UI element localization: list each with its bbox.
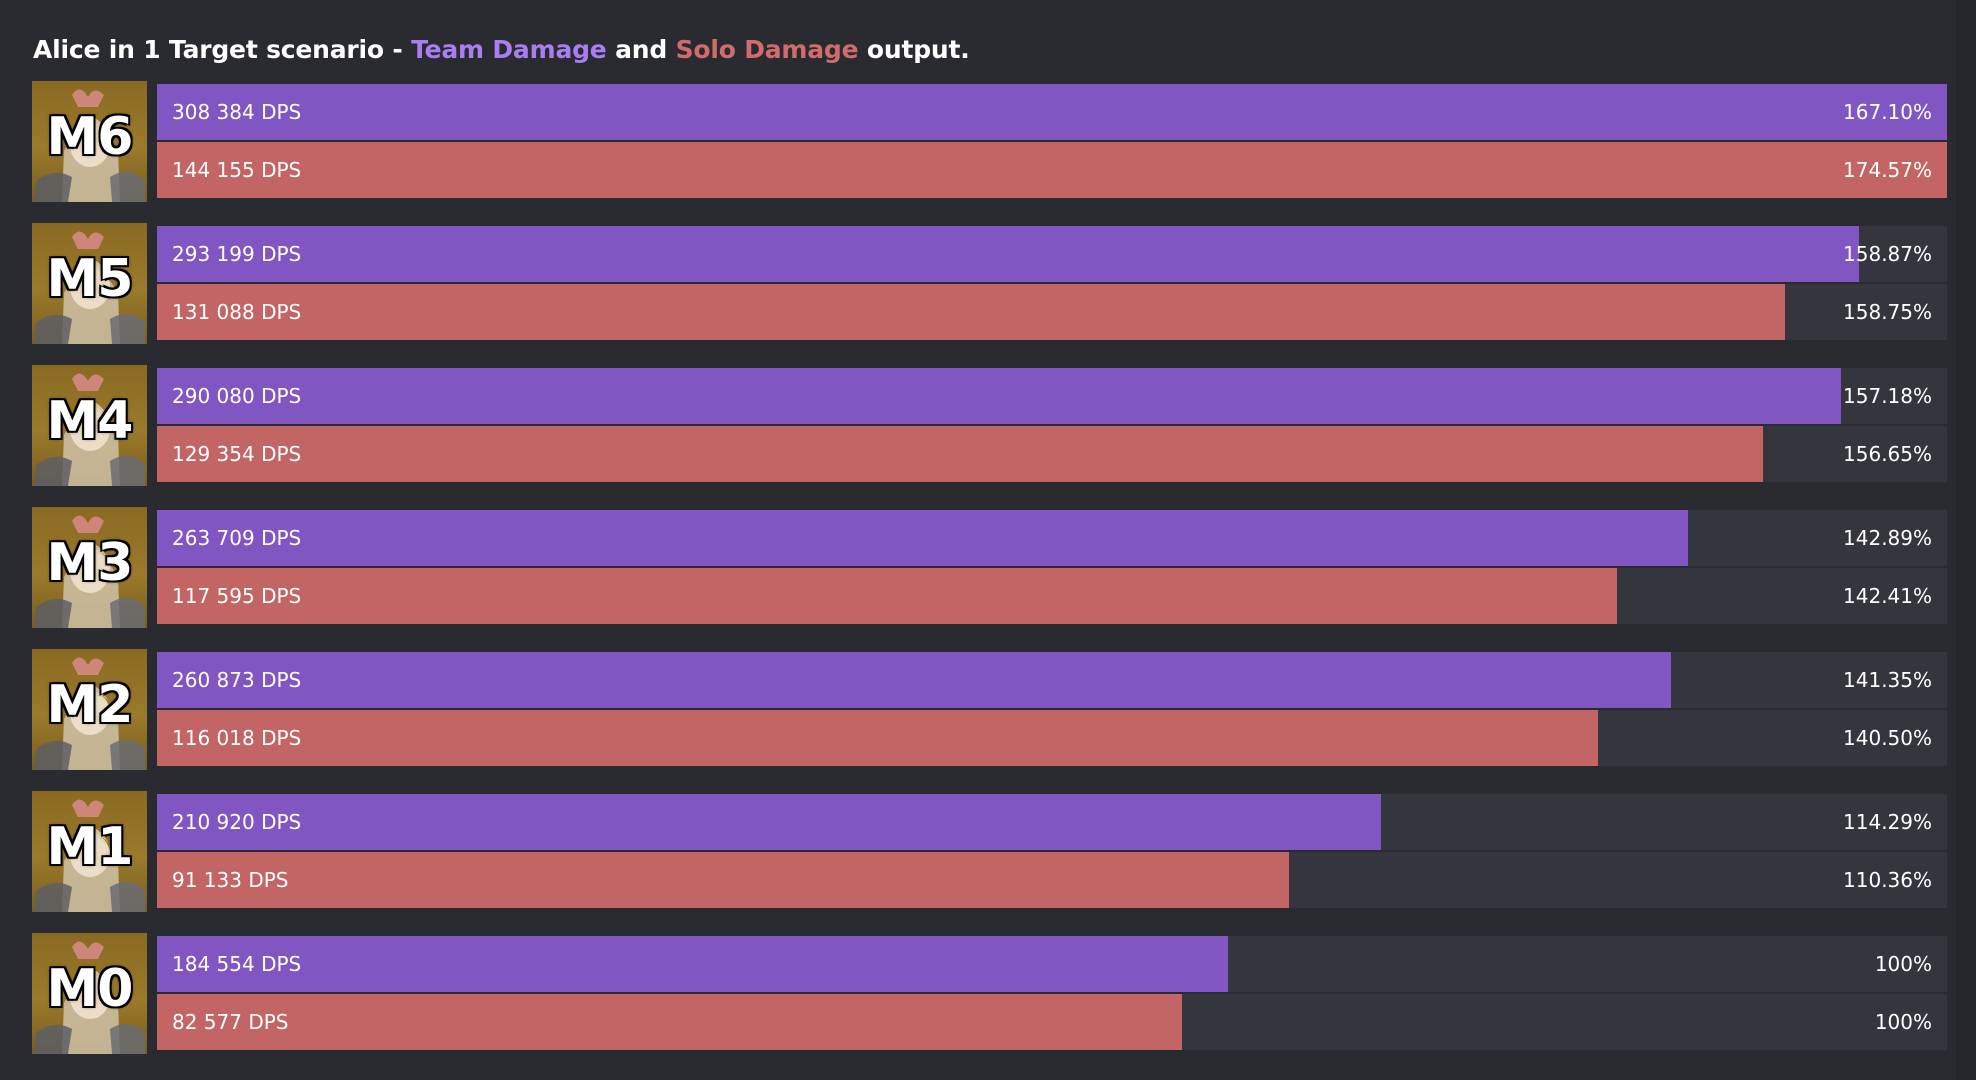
chart-title: Alice in 1 Target scenario - Team Damage… (33, 30, 970, 70)
constellation-row-m6: M6 308 384 DPS 167.10% 144 155 DPS 174.57% (32, 81, 1947, 202)
team-damage-track: 308 384 DPS 167.10% (157, 84, 1947, 140)
solo-damage-track: 144 155 DPS 174.57% (157, 142, 1947, 198)
category-label: M5 (46, 249, 134, 309)
team-damage-track: 293 199 DPS 158.87% (157, 226, 1947, 282)
constellation-row-m2: M2 260 873 DPS 141.35% 116 018 DPS 140.50% (32, 649, 1947, 770)
team-dps-label: 184 554 DPS (172, 952, 302, 976)
solo-dps-label: 131 088 DPS (172, 300, 302, 324)
avatar: M1 (32, 791, 147, 912)
character-portrait-icon (34, 799, 145, 912)
character-portrait-icon (34, 373, 145, 486)
title-suffix: output. (858, 35, 970, 64)
solo-percent-label: 156.65% (1843, 442, 1932, 466)
constellation-row-m1: M1 210 920 DPS 114.29% 91 133 DPS 110.36% (32, 791, 1947, 912)
page-edge (1956, 0, 1976, 1080)
solo-dps-label: 129 354 DPS (172, 442, 302, 466)
team-dps-label: 260 873 DPS (172, 668, 302, 692)
solo-percent-label: 158.75% (1843, 300, 1932, 324)
avatar: M3 (32, 507, 147, 628)
solo-dps-label: 117 595 DPS (172, 584, 302, 608)
title-joiner: and (606, 35, 676, 64)
team-dps-label: 290 080 DPS (172, 384, 302, 408)
character-portrait-icon (34, 231, 145, 344)
solo-damage-bar (157, 852, 1289, 908)
title-prefix: Alice in 1 Target scenario - (33, 35, 412, 64)
solo-damage-bar (157, 994, 1182, 1050)
solo-damage-bar (157, 426, 1763, 482)
avatar: M5 (32, 223, 147, 344)
category-label: M3 (46, 533, 134, 593)
team-damage-track: 184 554 DPS 100% (157, 936, 1947, 992)
team-percent-label: 167.10% (1843, 100, 1932, 124)
team-damage-bar (157, 84, 1947, 140)
character-portrait-icon (34, 515, 145, 628)
solo-damage-track: 82 577 DPS 100% (157, 994, 1947, 1050)
character-portrait-icon (34, 657, 145, 770)
team-dps-label: 293 199 DPS (172, 242, 302, 266)
solo-damage-bar (157, 142, 1947, 198)
solo-percent-label: 140.50% (1843, 726, 1932, 750)
team-percent-label: 157.18% (1843, 384, 1932, 408)
team-percent-label: 100% (1874, 952, 1932, 976)
team-damage-bar (157, 794, 1381, 850)
team-dps-label: 263 709 DPS (172, 526, 302, 550)
solo-percent-label: 142.41% (1843, 584, 1932, 608)
category-label: M6 (46, 107, 134, 167)
solo-damage-track: 131 088 DPS 158.75% (157, 284, 1947, 340)
team-damage-bar (157, 652, 1671, 708)
team-dps-label: 210 920 DPS (172, 810, 302, 834)
solo-dps-label: 82 577 DPS (172, 1010, 289, 1034)
solo-percent-label: 110.36% (1843, 868, 1932, 892)
solo-damage-bar (157, 710, 1598, 766)
solo-damage-track: 129 354 DPS 156.65% (157, 426, 1947, 482)
solo-dps-label: 116 018 DPS (172, 726, 302, 750)
team-damage-bar (157, 936, 1228, 992)
constellation-row-m4: M4 290 080 DPS 157.18% 129 354 DPS 156.65% (32, 365, 1947, 486)
team-damage-track: 263 709 DPS 142.89% (157, 510, 1947, 566)
solo-damage-track: 91 133 DPS 110.36% (157, 852, 1947, 908)
team-percent-label: 158.87% (1843, 242, 1932, 266)
avatar: M2 (32, 649, 147, 770)
constellation-row-m0: M0 184 554 DPS 100% 82 577 DPS 100% (32, 933, 1947, 1054)
solo-percent-label: 100% (1874, 1010, 1932, 1034)
category-label: M4 (46, 391, 134, 451)
solo-percent-label: 174.57% (1843, 158, 1932, 182)
constellation-row-m3: M3 263 709 DPS 142.89% 117 595 DPS 142.41% (32, 507, 1947, 628)
solo-damage-bar (157, 568, 1617, 624)
character-portrait-icon (34, 941, 145, 1054)
title-team-damage: Team Damage (411, 35, 607, 64)
team-percent-label: 114.29% (1843, 810, 1932, 834)
team-percent-label: 142.89% (1843, 526, 1932, 550)
solo-dps-label: 91 133 DPS (172, 868, 289, 892)
avatar: M4 (32, 365, 147, 486)
category-label: M0 (46, 959, 134, 1019)
team-damage-track: 210 920 DPS 114.29% (157, 794, 1947, 850)
solo-damage-track: 117 595 DPS 142.41% (157, 568, 1947, 624)
solo-dps-label: 144 155 DPS (172, 158, 302, 182)
avatar: M6 (32, 81, 147, 202)
team-damage-bar (157, 226, 1859, 282)
team-damage-track: 290 080 DPS 157.18% (157, 368, 1947, 424)
team-damage-bar (157, 368, 1841, 424)
character-portrait-icon (34, 89, 145, 202)
constellation-row-m5: M5 293 199 DPS 158.87% 131 088 DPS 158.75% (32, 223, 1947, 344)
team-damage-bar (157, 510, 1688, 566)
category-label: M1 (46, 817, 134, 877)
avatar: M0 (32, 933, 147, 1054)
team-damage-track: 260 873 DPS 141.35% (157, 652, 1947, 708)
team-dps-label: 308 384 DPS (172, 100, 302, 124)
team-percent-label: 141.35% (1843, 668, 1932, 692)
solo-damage-bar (157, 284, 1785, 340)
solo-damage-track: 116 018 DPS 140.50% (157, 710, 1947, 766)
category-label: M2 (46, 675, 134, 735)
title-solo-damage: Solo Damage (675, 35, 859, 64)
